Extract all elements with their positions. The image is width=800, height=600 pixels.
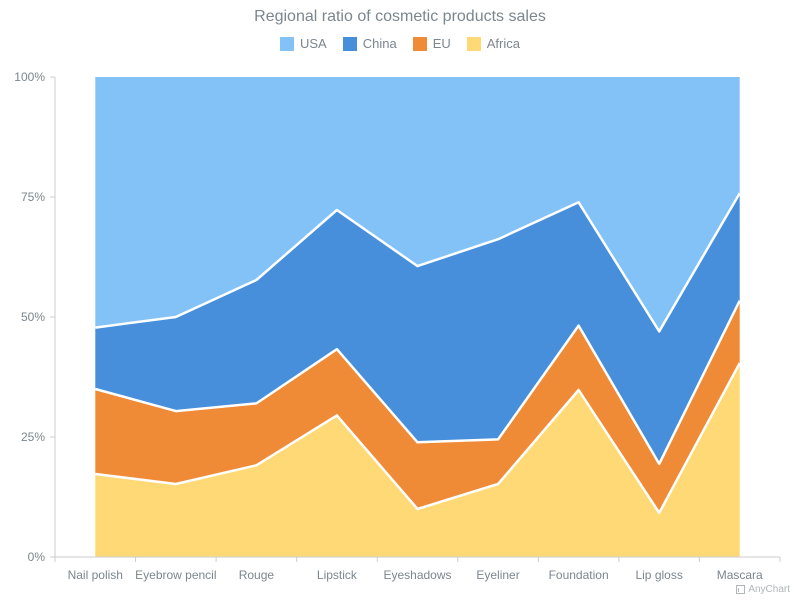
x-tick-label: Foundation — [549, 568, 609, 582]
x-tick-label: Eyeliner — [476, 568, 519, 582]
x-tick-label: Lipstick — [317, 568, 358, 582]
area-africa — [95, 363, 740, 557]
y-tick-label: 25% — [21, 430, 45, 444]
legend-swatch — [412, 36, 427, 51]
y-axis: 0% 25% 50% 75% 100% — [14, 70, 56, 564]
x-axis: Nail polish Eyebrow pencil Rouge Lipstick Ey… — [54, 556, 781, 582]
x-tick-label: Lip gloss — [635, 568, 682, 582]
legend-item-china[interactable]: China — [342, 36, 397, 51]
legend-item-usa[interactable]: USA — [280, 36, 327, 51]
legend: USA China EU Africa — [0, 36, 800, 51]
legend-label: Africa — [486, 36, 520, 51]
area-china — [95, 193, 740, 464]
y-tick-label: 0% — [28, 550, 46, 564]
y-tick-label: 50% — [21, 310, 45, 324]
x-tick-label: Eyebrow pencil — [135, 568, 216, 582]
credits-label: AnyChart — [748, 584, 790, 595]
legend-swatch — [342, 36, 357, 51]
chart-title: Regional ratio of cosmetic products sale… — [254, 8, 546, 25]
legend-item-africa[interactable]: Africa — [466, 36, 520, 51]
x-tick-label: Eyeshadows — [383, 568, 451, 582]
series-lines — [94, 192, 741, 515]
legend-swatch — [280, 36, 294, 51]
line-china — [95, 192, 741, 333]
series-areas — [95, 77, 740, 557]
x-tick-label: Rouge — [239, 568, 275, 582]
credits[interactable]: AnyChart — [736, 584, 790, 595]
legend-label: China — [362, 36, 397, 51]
y-tick-label: 75% — [21, 190, 45, 204]
x-tick-label: Nail polish — [68, 568, 123, 582]
legend-label: EU — [432, 36, 451, 51]
line-eu — [94, 300, 741, 466]
area-eu — [95, 300, 740, 513]
legend-swatch — [466, 36, 481, 51]
line-africa — [95, 362, 741, 515]
area-usa — [95, 77, 740, 332]
legend-item-eu[interactable]: EU — [412, 36, 451, 51]
y-tick-label: 100% — [14, 70, 45, 84]
anychart-logo-icon — [736, 585, 746, 594]
x-tick-label: Mascara — [717, 568, 763, 582]
legend-label: USA — [300, 36, 327, 51]
